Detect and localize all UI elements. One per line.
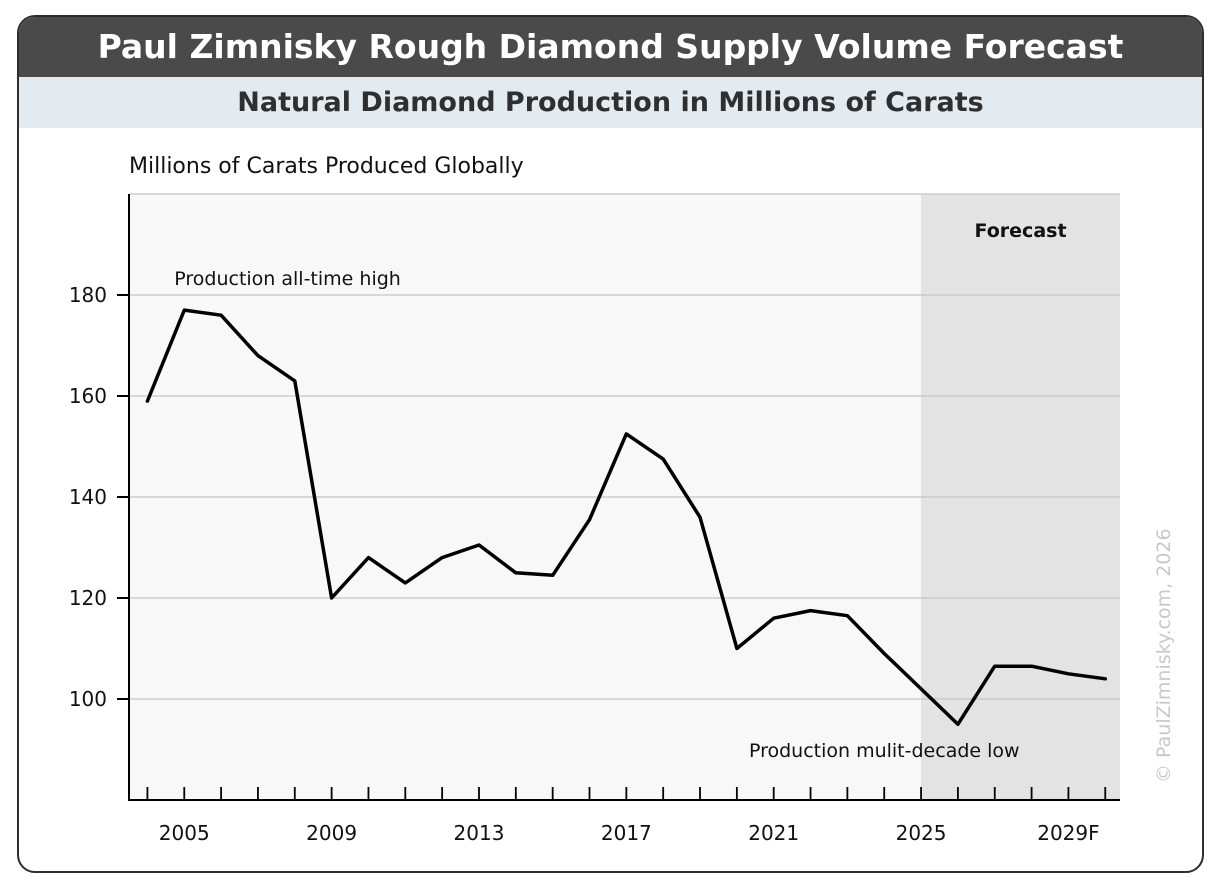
y-tick-label: 180: [69, 283, 107, 307]
y-tick-label: 100: [69, 687, 107, 711]
chart-subtitle: Natural Diamond Production in Millions o…: [19, 77, 1202, 128]
x-ticks: 2005 2009 2013 2017 2021 2025 2029F: [146, 787, 1107, 845]
x-tick-label: 2029F: [1037, 821, 1099, 845]
x-tick-label: 2017: [601, 821, 652, 845]
y-ticks: 100 120 140 160 180: [69, 283, 129, 711]
y-tick-label: 140: [69, 485, 107, 509]
production-line: [145, 308, 1108, 727]
y-tick-label: 120: [69, 586, 107, 610]
x-tick-label: 2013: [454, 821, 505, 845]
x-tick-label: 2025: [896, 821, 947, 845]
x-tick-label: 2021: [748, 821, 799, 845]
forecast-label: Forecast: [975, 220, 1067, 242]
grid-lines: [129, 193, 1120, 700]
y-tick-label: 160: [69, 384, 107, 408]
x-tick-label: 2009: [306, 821, 357, 845]
chart-title: Paul Zimnisky Rough Diamond Supply Volum…: [19, 17, 1202, 77]
y-axis-label: Millions of Carats Produced Globally: [129, 154, 524, 179]
annotation-all-time-high: Production all-time high: [174, 268, 401, 290]
annotation-multi-decade-low: Production mulit-decade low: [749, 740, 1020, 762]
copyright-watermark: © PaulZimnisky.com, 2026: [1153, 528, 1175, 783]
x-tick-label: 2005: [159, 821, 210, 845]
